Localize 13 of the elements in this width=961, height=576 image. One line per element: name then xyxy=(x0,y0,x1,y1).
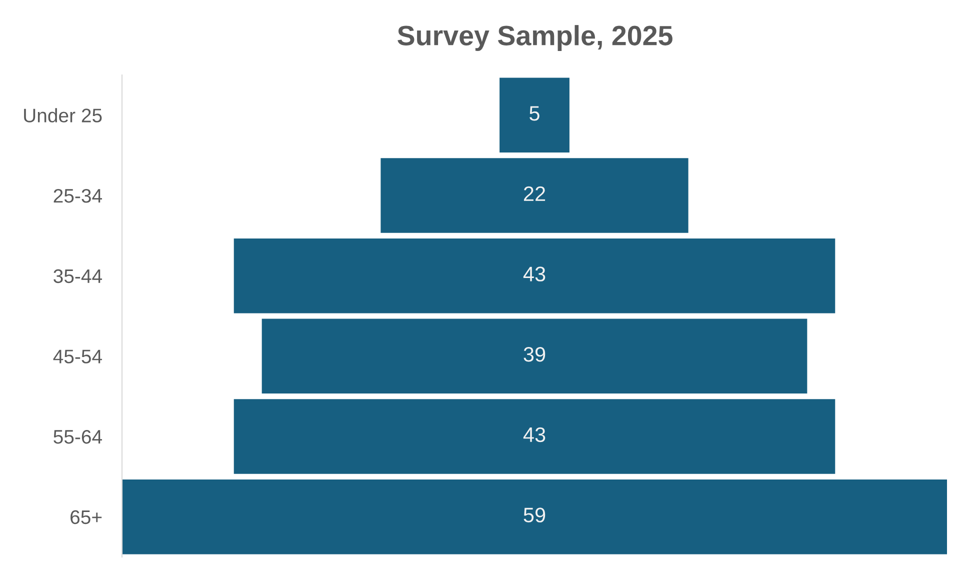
data-label: 59 xyxy=(524,508,546,522)
data-label: 22 xyxy=(524,186,546,201)
text: Survey Sample, 2025 xyxy=(398,25,672,51)
data-label: 43 xyxy=(523,427,546,442)
category-label: 65+ xyxy=(70,510,102,524)
data-label: 39 xyxy=(524,347,546,362)
category-label: Under 25 xyxy=(24,108,102,122)
category-label: 35-44 xyxy=(54,269,102,284)
data-label: 43 xyxy=(523,266,546,282)
category-label: 45-54 xyxy=(53,350,102,364)
data-label: 5 xyxy=(530,106,540,121)
category-label: 55-64 xyxy=(54,430,102,444)
category-label: 25-34 xyxy=(54,188,102,203)
